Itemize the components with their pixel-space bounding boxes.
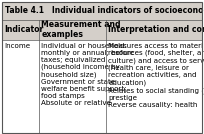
Text: Income: Income: [4, 43, 31, 49]
Text: Interpretation and comm: Interpretation and comm: [109, 25, 204, 34]
Bar: [2, 2, 202, 20]
Text: Table 4.1   Individual indicators of socioeconomic status: th: Table 4.1 Individual indicators of socio…: [5, 6, 204, 15]
Bar: [2, 20, 202, 40]
Text: Individual or household:
monthly or annual; before
taxes; equivalized
(household: Individual or household: monthly or annu…: [41, 43, 135, 106]
Text: Indicator: Indicator: [4, 25, 44, 34]
Text: Measures access to materi
resources (food, shelter, an
culture) and access to se: Measures access to materi resources (foo…: [109, 43, 204, 108]
Text: Measurement and
examples: Measurement and examples: [41, 20, 121, 40]
Bar: [2, 40, 202, 133]
